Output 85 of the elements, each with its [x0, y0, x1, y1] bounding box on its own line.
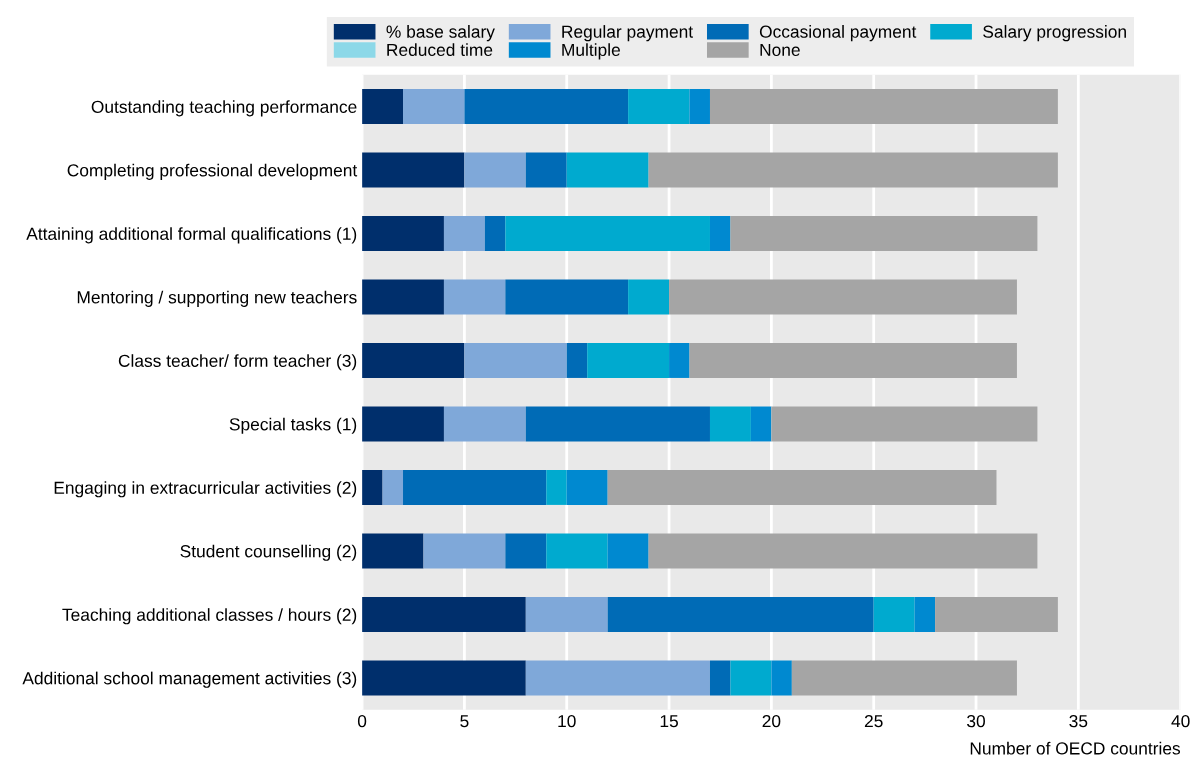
bar: [730, 660, 772, 696]
bar: [648, 533, 1038, 569]
bar: [362, 596, 526, 632]
bar: [382, 470, 404, 505]
bar: [709, 660, 731, 696]
bar: [566, 152, 649, 188]
x-tick-label: 0: [357, 714, 367, 728]
bar: [362, 660, 526, 696]
bar: [669, 343, 690, 378]
y-tick-label: Additional school management activities (3): [22, 671, 357, 688]
bar: [873, 596, 915, 632]
bar: [607, 533, 649, 569]
bar: [791, 660, 1017, 696]
bar: [669, 279, 1017, 315]
bar: [403, 470, 547, 505]
bar: [403, 89, 465, 124]
legend-label: Regular payment: [562, 25, 693, 42]
x-tick-label: 15: [660, 715, 678, 728]
x-tick-label: 5: [460, 715, 469, 728]
bar: [362, 279, 444, 315]
y-tick-label: Student counselling (2): [180, 544, 357, 561]
legend-label: Reduced time: [387, 43, 493, 57]
legend-label: Multiple: [562, 43, 620, 60]
bar: [750, 406, 772, 442]
x-tick-label: 35: [1069, 714, 1088, 728]
bar: [525, 660, 710, 696]
y-tick-label: Attaining additional formal qualifications (1): [26, 227, 357, 244]
bar: [362, 89, 404, 124]
bar: [771, 660, 792, 696]
bar: [505, 279, 629, 315]
bar: [709, 89, 1058, 124]
bar: [484, 216, 506, 251]
x-tick-label: 20: [762, 714, 781, 728]
bar: [505, 533, 547, 569]
bar: [362, 470, 383, 505]
bar: [607, 596, 874, 632]
y-tick-label: Special tasks (1): [229, 417, 357, 434]
legend-label: Occasional payment: [759, 25, 917, 42]
bar: [362, 343, 465, 378]
bar: [935, 596, 1058, 632]
bar: [566, 470, 608, 505]
bar: [525, 596, 608, 632]
bar: [525, 406, 710, 442]
bar: [443, 216, 485, 251]
bar: [464, 343, 567, 378]
x-axis-title: Number of OECD countries: [970, 741, 1181, 755]
bar: [362, 216, 444, 251]
bar: [362, 533, 424, 569]
bar: [730, 216, 1038, 251]
bar: [709, 406, 751, 442]
bar: [443, 406, 526, 442]
bar: [525, 152, 567, 188]
bar: [771, 406, 1038, 442]
bar: [546, 470, 567, 505]
x-tick-label: 30: [967, 714, 985, 728]
bar: [362, 152, 465, 188]
bar: [464, 89, 629, 124]
bar: [505, 216, 710, 251]
bar: [546, 533, 608, 569]
bar: [443, 279, 506, 315]
bar: [689, 89, 710, 124]
bar: [607, 470, 997, 505]
bar: [464, 152, 526, 188]
y-tick-label: Class teacher/ form teacher (3): [118, 354, 357, 371]
bar: [689, 343, 1017, 378]
bar: [362, 406, 444, 442]
bar: [709, 216, 731, 251]
bar: [648, 152, 1058, 188]
legend-label: % base salary: [386, 25, 495, 42]
bar: [587, 343, 670, 378]
bar: [423, 533, 506, 569]
bar: [914, 596, 936, 632]
legend-label: Salary progression: [983, 25, 1126, 42]
y-tick-label: Completing professional development: [67, 163, 358, 180]
y-tick-label: Engaging in extracurricular activities (2): [54, 481, 357, 498]
x-tick-label: 25: [864, 714, 883, 728]
bar: [566, 343, 588, 378]
bar: [628, 279, 670, 315]
y-tick-label: Outstanding teaching performance: [91, 100, 357, 117]
x-tick-label: 40: [1171, 714, 1190, 728]
x-tick-label: 10: [558, 714, 576, 728]
bar: [628, 89, 690, 124]
legend-label: None: [760, 43, 800, 57]
y-tick-label: Teaching additional classes / hours (2): [62, 608, 357, 625]
y-tick-label: Mentoring / supporting new teachers: [77, 290, 357, 307]
